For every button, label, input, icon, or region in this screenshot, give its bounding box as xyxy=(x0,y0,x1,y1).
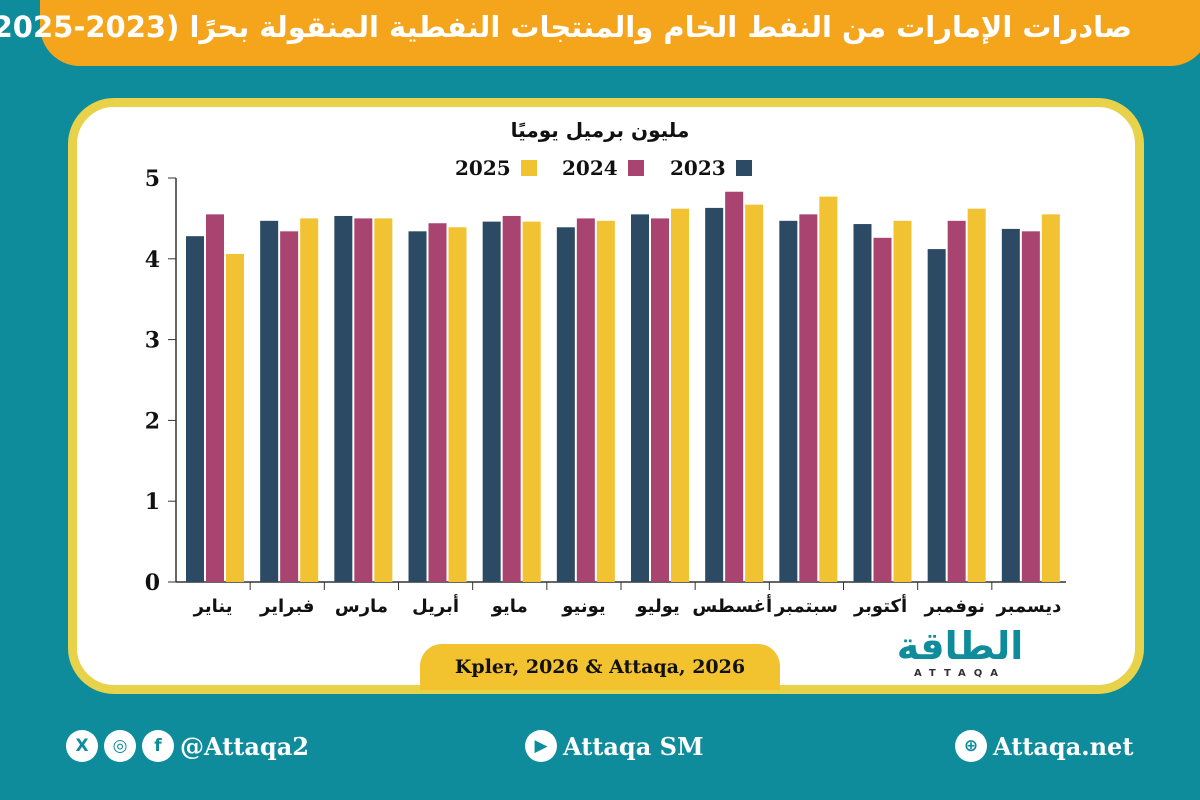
legend-label: 2025 xyxy=(455,156,511,180)
y-tick-label: 5 xyxy=(145,166,160,192)
youtube-link[interactable]: ▶ Attaqa SM xyxy=(525,730,704,762)
y-tick-label: 3 xyxy=(145,328,160,354)
bar-2025 xyxy=(226,253,244,582)
bar-2025 xyxy=(300,218,319,582)
bar-2025 xyxy=(374,218,393,582)
bar-2024 xyxy=(1021,231,1040,582)
bar-2023 xyxy=(408,231,427,582)
attaqa-logo: الطاقة ATTAQA xyxy=(870,624,1050,679)
source-label: Kpler, 2026 & Attaqa, 2026 xyxy=(420,644,780,690)
website-label: Attaqa.net xyxy=(993,731,1134,761)
y-tick-label: 2 xyxy=(145,408,160,434)
legend-item-2025: 2025 xyxy=(455,156,537,180)
x-tick-label: أغسطس xyxy=(692,594,772,617)
bar-2023 xyxy=(705,207,724,582)
bar-2023 xyxy=(927,249,946,582)
logo-arabic: الطاقة xyxy=(896,624,1024,668)
legend-item-2024: 2024 xyxy=(562,156,644,180)
x-tick-label: يونيو xyxy=(561,596,605,617)
bar-2025 xyxy=(448,227,467,582)
facebook-icon[interactable]: f xyxy=(142,730,174,762)
bar-2023 xyxy=(186,236,204,582)
bar-2025 xyxy=(522,221,541,582)
bar-2023 xyxy=(779,220,798,582)
bar-2023 xyxy=(853,224,872,582)
page-title: صادرات الإمارات من النفط الخام والمنتجات… xyxy=(0,10,1132,44)
x-tick-label: يوليو xyxy=(635,596,679,617)
bar-2025 xyxy=(967,208,986,583)
legend-swatch xyxy=(627,160,644,176)
youtube-label: Attaqa SM xyxy=(563,731,704,761)
bar-2024 xyxy=(502,215,521,582)
bar-2025 xyxy=(671,208,689,583)
bar-2023 xyxy=(482,221,501,582)
x-tick-label: أبريل xyxy=(412,594,459,617)
bar-2023 xyxy=(556,227,575,582)
social-handle[interactable]: @Attaqa2 xyxy=(180,731,309,761)
bar-2025 xyxy=(1041,214,1060,583)
x-tick-label: سبتمبر xyxy=(774,596,838,617)
x-icon[interactable]: X xyxy=(66,730,98,762)
legend-swatch xyxy=(520,160,537,176)
bar-2025 xyxy=(819,196,838,583)
x-tick-label: أكتوبر xyxy=(853,594,907,617)
bar-2024 xyxy=(651,218,669,582)
x-tick-label: مارس xyxy=(335,596,388,617)
social-links: X ◎ f @Attaqa2 xyxy=(66,730,309,762)
bar-2023 xyxy=(1001,228,1020,583)
legend-label: 2023 xyxy=(670,156,726,180)
bar-2025 xyxy=(745,204,764,582)
bar-2025 xyxy=(893,220,912,582)
bar-2024 xyxy=(280,231,299,582)
logo-english: ATTAQA xyxy=(913,668,1007,679)
bar-2023 xyxy=(334,215,353,582)
bar-2024 xyxy=(206,214,224,583)
bar-2024 xyxy=(428,223,447,583)
y-tick-label: 0 xyxy=(145,570,160,596)
bar-2024 xyxy=(947,220,966,582)
instagram-icon[interactable]: ◎ xyxy=(104,730,136,762)
x-tick-label: يناير xyxy=(193,596,233,617)
bar-2024 xyxy=(354,218,373,582)
bar-2024 xyxy=(873,237,892,583)
title-banner xyxy=(40,0,1200,66)
bar-2023 xyxy=(260,220,279,582)
x-tick-label: نوفمبر xyxy=(924,596,985,617)
legend-swatch xyxy=(735,160,752,176)
youtube-icon: ▶ xyxy=(525,730,557,762)
bar-2024 xyxy=(799,214,818,583)
legend-label: 2024 xyxy=(562,156,618,180)
x-tick-label: فبراير xyxy=(259,596,314,617)
bar-2025 xyxy=(596,220,615,582)
y-axis-unit-label: مليون برميل يوميًا xyxy=(510,118,690,142)
y-tick-label: 1 xyxy=(145,489,160,515)
y-tick-label: 4 xyxy=(145,247,160,273)
x-tick-label: ديسمبر xyxy=(995,596,1061,617)
bar-2024 xyxy=(725,191,744,582)
bar-2024 xyxy=(576,218,595,582)
website-link[interactable]: ⊕ Attaqa.net xyxy=(955,730,1133,762)
bar-2023 xyxy=(631,214,649,583)
x-tick-label: مايو xyxy=(491,596,528,617)
globe-icon: ⊕ xyxy=(955,730,987,762)
legend-item-2023: 2023 xyxy=(670,156,752,180)
